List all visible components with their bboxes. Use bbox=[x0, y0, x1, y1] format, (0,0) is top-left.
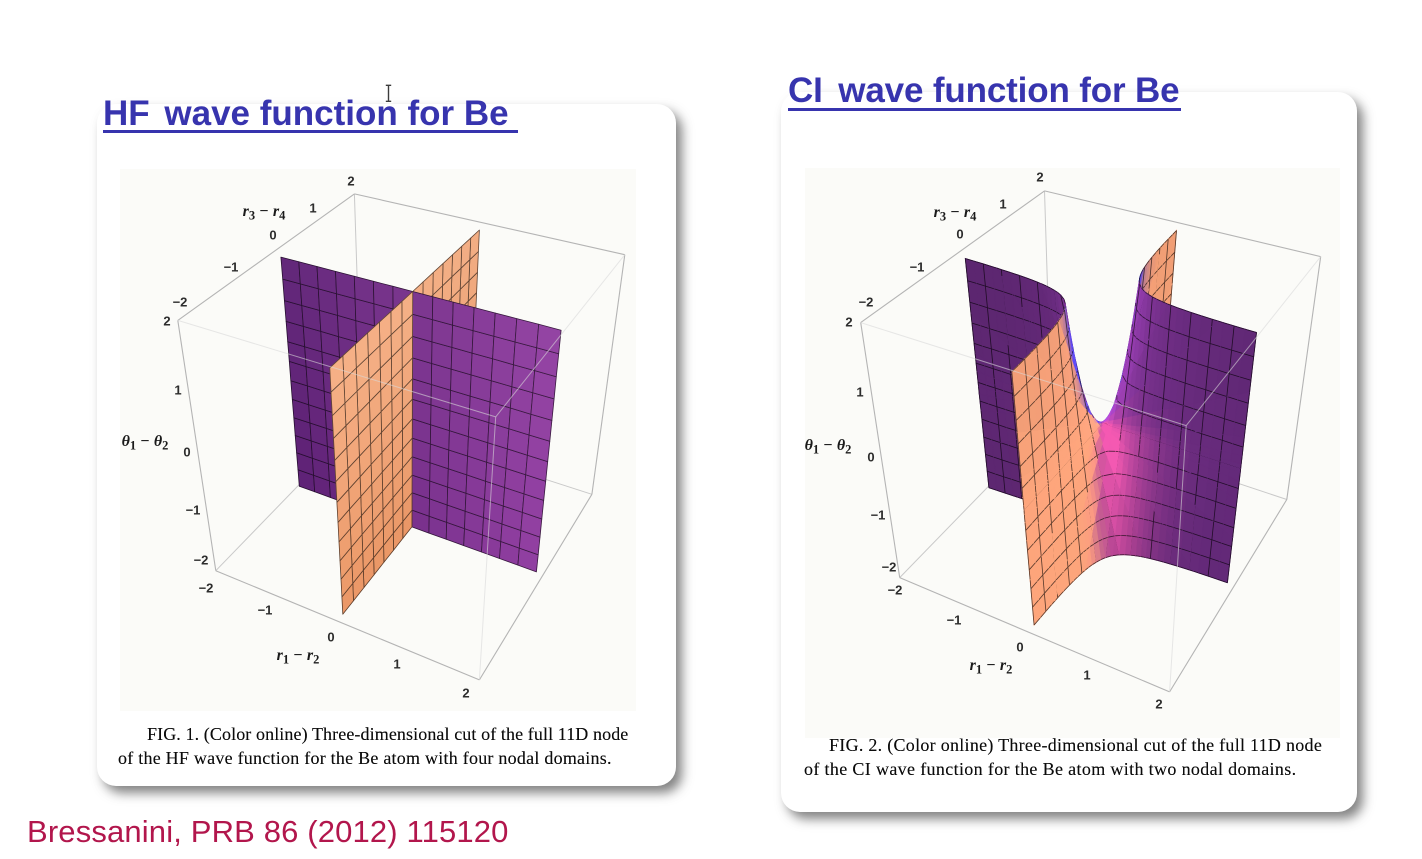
svg-text:0: 0 bbox=[183, 445, 190, 460]
svg-text:−2: −2 bbox=[173, 295, 188, 310]
svg-text:r3 − r4: r3 − r4 bbox=[934, 204, 977, 224]
svg-text:r3 − r4: r3 − r4 bbox=[243, 203, 286, 223]
svg-text:−1: −1 bbox=[186, 503, 201, 518]
svg-text:0: 0 bbox=[269, 228, 276, 243]
svg-text:0: 0 bbox=[1016, 640, 1023, 655]
svg-text:θ1 − θ2: θ1 − θ2 bbox=[805, 437, 852, 457]
svg-text:r1 − r2: r1 − r2 bbox=[277, 647, 320, 667]
svg-text:1: 1 bbox=[856, 385, 863, 400]
svg-text:−2: −2 bbox=[882, 560, 897, 575]
svg-text:−1: −1 bbox=[910, 260, 925, 275]
svg-text:1: 1 bbox=[309, 201, 316, 216]
svg-text:2: 2 bbox=[1036, 170, 1043, 185]
svg-text:2: 2 bbox=[462, 686, 469, 701]
svg-text:1: 1 bbox=[174, 383, 181, 398]
svg-text:−1: −1 bbox=[947, 613, 962, 628]
svg-text:2: 2 bbox=[347, 174, 354, 189]
svg-text:1: 1 bbox=[393, 657, 400, 672]
svg-text:2: 2 bbox=[163, 314, 170, 329]
svg-text:0: 0 bbox=[956, 227, 963, 242]
svg-text:2: 2 bbox=[845, 315, 852, 330]
svg-text:1: 1 bbox=[1083, 668, 1090, 683]
svg-text:0: 0 bbox=[327, 630, 334, 645]
svg-text:−1: −1 bbox=[258, 603, 273, 618]
svg-text:1: 1 bbox=[999, 197, 1006, 212]
svg-text:−2: −2 bbox=[199, 581, 214, 596]
svg-text:−1: −1 bbox=[871, 508, 886, 523]
svg-text:−1: −1 bbox=[224, 260, 239, 275]
svg-text:−2: −2 bbox=[859, 295, 874, 310]
svg-text:−2: −2 bbox=[888, 583, 903, 598]
svg-text:θ1 − θ2: θ1 − θ2 bbox=[122, 433, 169, 453]
svg-text:−2: −2 bbox=[194, 553, 209, 568]
svg-text:0: 0 bbox=[867, 450, 874, 465]
svg-text:2: 2 bbox=[1155, 697, 1162, 712]
svg-text:r1 − r2: r1 − r2 bbox=[970, 657, 1013, 677]
